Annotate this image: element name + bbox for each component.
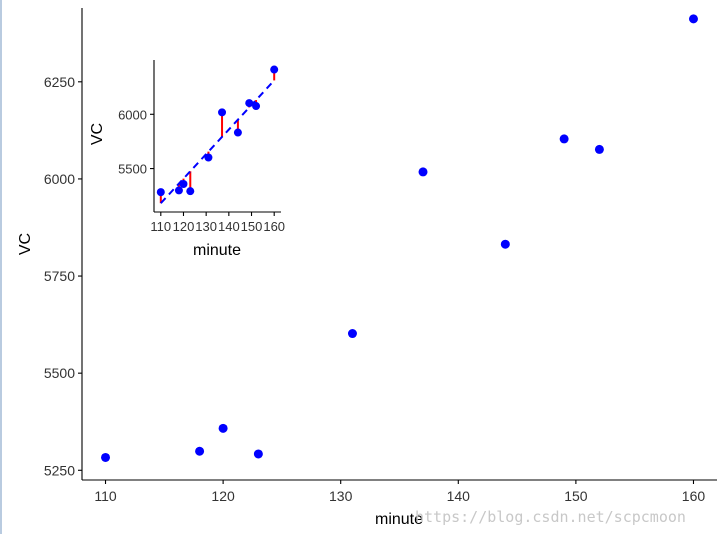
inset-data-point [156,188,165,197]
main-data-point [101,452,111,462]
inset-y-tick-label: 5500 [118,162,147,177]
inset-x-tick-label: 140 [218,219,240,234]
window-edge [0,0,2,534]
main-data-point [688,14,698,24]
main-data-point [500,239,510,249]
main-data-point [594,144,604,154]
main-data-point [195,446,205,456]
inset-data-point [218,108,227,117]
inset-data-point [174,186,183,195]
inset-data-point [186,187,195,196]
main-x-tick-label: 150 [564,488,588,504]
main-data-point [418,167,428,177]
inset-fit-line [160,79,275,204]
inset-chart: 5500 6000 110 120 130 140 150 160 minute VC [89,60,285,259]
main-x-tick-label: 140 [447,488,471,504]
main-data-point [218,423,228,433]
main-x-tick-label: 160 [682,488,706,504]
inset-data-point [270,65,279,74]
inset-data-point [252,102,261,111]
inset-data-point [245,99,254,108]
main-x-tick-label: 110 [94,488,117,504]
inset-x-tick-label: 110 [150,219,171,234]
inset-x-tick-label: 150 [241,219,263,234]
inset-x-tick-label: 130 [195,219,217,234]
main-y-tick-label: 6250 [44,74,75,90]
main-y-tick-label: 5750 [44,268,75,284]
main-y-axis-title: VC [17,233,34,255]
inset-data-point [204,153,213,162]
inset-y-tick-label: 6000 [118,107,147,122]
main-y-tick-label: 6000 [44,171,75,187]
inset-x-axis-title: minute [193,242,241,259]
watermark-text: https://blog.csdn.net/scpcmoon [415,508,686,526]
inset-data-point [233,128,242,137]
inset-x-tick-label: 160 [263,219,285,234]
inset-data-point [179,179,188,188]
main-x-tick-label: 130 [329,488,353,504]
main-x-axis-title: minute [375,511,423,528]
main-data-point [559,134,569,144]
main-y-tick-label: 5500 [44,365,75,381]
inset-x-tick-label: 120 [173,219,195,234]
main-data-point [347,329,357,339]
main-data-point [253,449,263,459]
main-y-tick-label: 5250 [44,462,75,478]
main-x-tick-label: 120 [211,488,235,504]
inset-y-axis-title: VC [89,123,106,145]
